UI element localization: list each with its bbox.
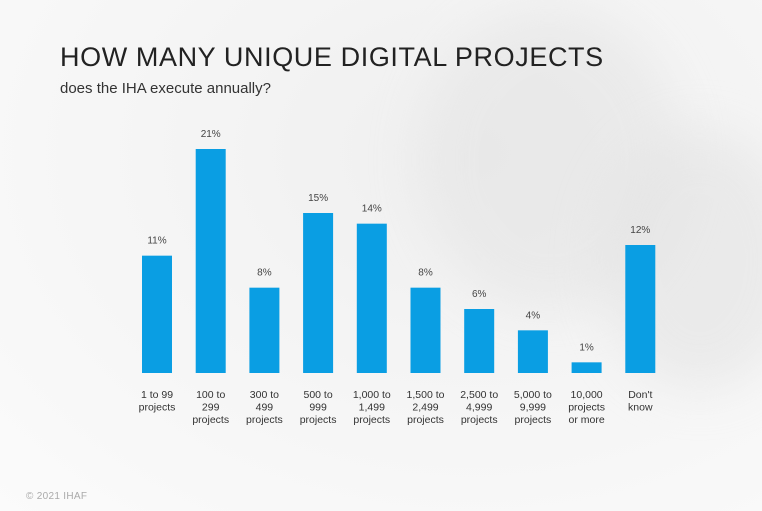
category-label-2: 300 to 499 projects bbox=[246, 389, 283, 426]
bar-8 bbox=[571, 362, 602, 373]
category-label-9: Don't know bbox=[628, 389, 653, 414]
value-label-5: 8% bbox=[418, 268, 433, 279]
value-label-0: 11% bbox=[147, 236, 166, 247]
chart-subtitle: does the IHA execute annually? bbox=[60, 80, 271, 97]
value-label-9: 12% bbox=[630, 225, 650, 236]
category-label-5: 1,500 to 2,499 projects bbox=[407, 389, 445, 426]
value-label-8: 1% bbox=[579, 342, 594, 353]
value-label-7: 4% bbox=[526, 310, 541, 321]
bar-2 bbox=[249, 287, 280, 373]
bar-0 bbox=[142, 255, 172, 373]
category-label-4: 1,000 to 1,499 projects bbox=[353, 389, 391, 426]
value-label-3: 15% bbox=[308, 193, 328, 204]
value-label-2: 8% bbox=[257, 268, 272, 279]
value-label-6: 6% bbox=[472, 289, 487, 300]
bar-3 bbox=[303, 213, 334, 373]
bar-7 bbox=[517, 330, 548, 373]
bar-5 bbox=[410, 287, 441, 373]
bar-9 bbox=[625, 245, 656, 373]
category-label-6: 2,500 to 4,999 projects bbox=[460, 389, 498, 426]
bar-4 bbox=[356, 223, 387, 373]
category-label-7: 5,000 to 9,999 projects bbox=[514, 389, 552, 426]
bar-1 bbox=[195, 149, 226, 373]
category-label-0: 1 to 99 projects bbox=[139, 389, 176, 414]
bar-6 bbox=[464, 309, 495, 373]
chart-title: HOW MANY UNIQUE DIGITAL PROJECTS bbox=[60, 42, 604, 72]
copyright-footer: © 2021 IHAF bbox=[26, 491, 88, 502]
category-label-1: 100 to 299 projects bbox=[192, 389, 229, 426]
value-label-1: 21% bbox=[201, 129, 221, 140]
category-label-8: 10,000 projects or more bbox=[568, 389, 605, 426]
category-label-3: 500 to 999 projects bbox=[300, 389, 337, 426]
value-label-4: 14% bbox=[362, 204, 382, 215]
